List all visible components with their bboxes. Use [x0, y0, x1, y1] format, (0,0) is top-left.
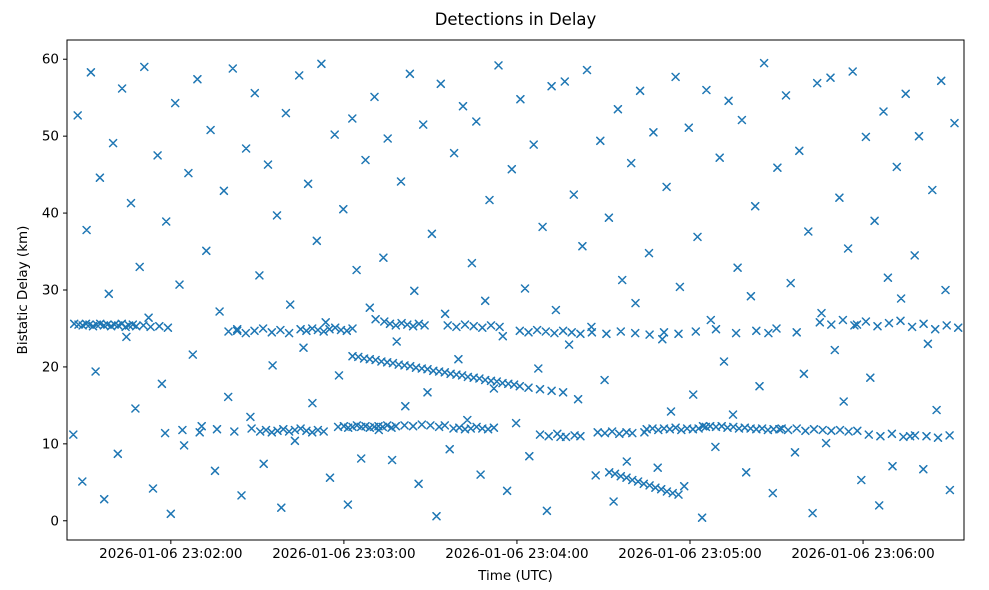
x-tick-label: 2026-01-06 23:05:00: [618, 546, 761, 562]
y-tick-label: 50: [42, 129, 59, 145]
y-tick-label: 60: [42, 52, 59, 68]
x-tick-label: 2026-01-06 23:03:00: [272, 546, 415, 562]
y-tick-label: 40: [42, 206, 59, 222]
scatter-points-descending-track-6-to-3km: [604, 468, 683, 499]
x-tick-label: 2026-01-06 23:04:00: [445, 546, 588, 562]
axes-box: [66, 39, 965, 541]
scatter-points-dense-band-25km: [69, 314, 963, 339]
chart-title: Detections in Delay: [434, 10, 597, 29]
scatter-points-descending-track-21-to-17km: [348, 351, 568, 397]
y-axis-label-text: Bistatic Delay (km): [15, 225, 31, 355]
x-axis-label: Time (UTC): [478, 568, 553, 584]
y-tick-label: 10: [42, 436, 59, 452]
scatter-points-dense-band-12km: [160, 420, 954, 442]
x-tick-label: 2026-01-06 23:06:00: [791, 546, 934, 562]
x-tick-label: 2026-01-06 23:02:00: [99, 546, 242, 562]
scatter-points-scattered-detections: [69, 58, 959, 522]
y-tick-label: 20: [42, 359, 59, 375]
y-tick-label: 0: [50, 513, 59, 529]
y-tick-label: 30: [42, 283, 59, 299]
